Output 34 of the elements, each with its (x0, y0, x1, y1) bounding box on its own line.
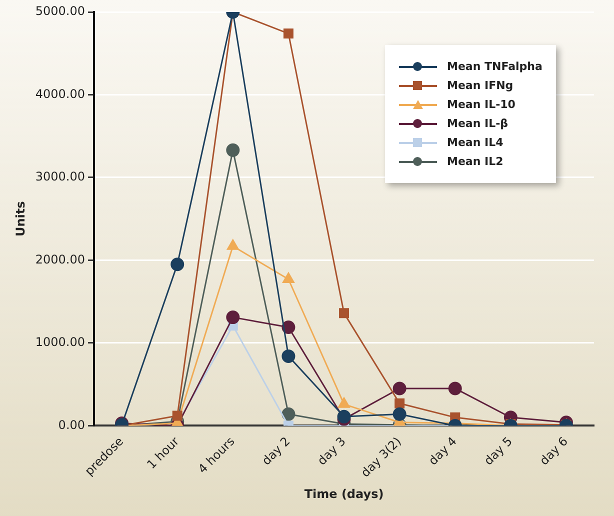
y-tick-label: 1000.00 (35, 335, 86, 350)
x-tick-label: day 6 (536, 434, 571, 468)
point (226, 310, 240, 324)
y-axis-title: Units (13, 201, 28, 236)
legend-label: Mean IL4 (447, 136, 504, 149)
legend-label: Mean IL-10 (447, 98, 516, 111)
y-tick-label: 3000.00 (35, 170, 86, 184)
y-tick-label: 4000.00 (35, 86, 86, 101)
x-tick-label: day 3 (314, 434, 348, 468)
point (394, 398, 405, 408)
point (339, 308, 350, 318)
point (392, 407, 406, 421)
y-tick-label: 0.00 (58, 418, 86, 432)
point (337, 410, 351, 424)
y-tick-label: 5000.00 (35, 4, 86, 18)
point (226, 143, 240, 157)
x-axis-title: Time (days) (304, 486, 384, 501)
legend-label: Mean IFNg (447, 79, 514, 92)
point (283, 28, 294, 39)
point (282, 349, 296, 363)
y-tick-label: 2000.00 (35, 252, 86, 266)
point (338, 397, 350, 408)
legend-label: Mean TNFalpha (447, 60, 542, 73)
point (448, 382, 462, 396)
point (170, 258, 184, 272)
point (172, 410, 182, 421)
x-tick-label: day 5 (481, 434, 515, 468)
legend-label: Mean IL-β (447, 117, 508, 130)
point (392, 382, 406, 396)
legend-label: Mean IL2 (447, 155, 504, 168)
point (282, 320, 296, 334)
x-tick-label: day 4 (426, 434, 460, 468)
x-tick-label: day 2 (259, 434, 293, 468)
point (282, 407, 296, 421)
